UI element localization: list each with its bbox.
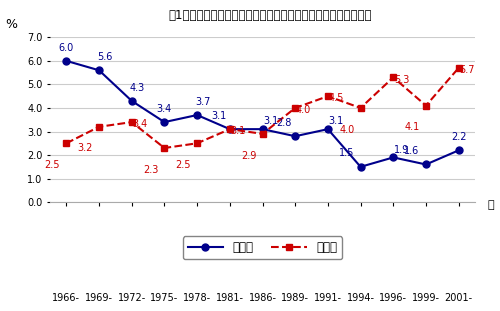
Text: 3.2: 3.2 (78, 143, 93, 153)
開業率 (227, 127, 233, 131)
Text: 1981-: 1981- (216, 293, 244, 303)
Text: 1.5: 1.5 (339, 148, 354, 159)
廃業率 (325, 94, 331, 98)
Text: 1996-: 1996- (380, 293, 407, 303)
Line: 開業率: 開業率 (63, 58, 462, 170)
Text: 3.1: 3.1 (230, 126, 246, 137)
廃業率 (162, 146, 168, 150)
Text: 1972-: 1972- (118, 293, 146, 303)
Text: 5.7: 5.7 (459, 65, 474, 75)
Text: 1969-: 1969- (85, 293, 113, 303)
開業率 (260, 127, 266, 131)
Text: %: % (6, 18, 18, 31)
Text: 1989-: 1989- (281, 293, 309, 303)
Text: 2.9: 2.9 (241, 151, 256, 160)
Legend: 開業率, 廃業率: 開業率, 廃業率 (183, 236, 342, 259)
開業率 (292, 134, 298, 138)
Text: 6.0: 6.0 (58, 43, 74, 53)
廃業率 (292, 106, 298, 110)
開業率 (128, 99, 134, 103)
Text: 1978-: 1978- (183, 293, 211, 303)
Text: 1975-: 1975- (150, 293, 178, 303)
開業率 (194, 113, 200, 117)
Line: 廃業率: 廃業率 (63, 64, 462, 151)
Text: 1966-: 1966- (52, 293, 80, 303)
Text: 1.9: 1.9 (394, 145, 409, 155)
Text: 2001-: 2001- (444, 293, 472, 303)
Text: 3.1: 3.1 (211, 111, 226, 121)
Text: 1991-: 1991- (314, 293, 342, 303)
開業率 (325, 127, 331, 131)
廃業率 (390, 76, 396, 79)
Text: 1.6: 1.6 (404, 146, 419, 156)
廃業率 (64, 142, 70, 145)
Text: 2.2: 2.2 (451, 132, 466, 142)
Text: 年: 年 (488, 201, 494, 211)
廃業率 (260, 132, 266, 136)
Text: 図1：製造業の開業率・廃業率の推移（事業所ベース、年平均）: 図1：製造業の開業率・廃業率の推移（事業所ベース、年平均） (168, 9, 372, 22)
Text: 4.0: 4.0 (296, 105, 311, 115)
Text: 4.1: 4.1 (404, 122, 419, 132)
Text: 5.6: 5.6 (97, 52, 112, 62)
開業率 (64, 59, 70, 63)
廃業率 (194, 142, 200, 145)
Text: 4.0: 4.0 (339, 125, 354, 135)
廃業率 (128, 120, 134, 124)
Text: 4.3: 4.3 (130, 82, 145, 93)
Text: 3.4: 3.4 (132, 119, 148, 129)
Text: 3.1: 3.1 (263, 116, 278, 126)
Text: 2.5: 2.5 (176, 160, 191, 170)
開業率 (162, 120, 168, 124)
開業率 (358, 165, 364, 169)
Text: 2.8: 2.8 (276, 118, 292, 128)
廃業率 (96, 125, 102, 129)
廃業率 (227, 127, 233, 131)
Text: 2.3: 2.3 (143, 165, 158, 175)
Text: 3.7: 3.7 (195, 97, 210, 107)
Text: 4.5: 4.5 (328, 93, 344, 104)
廃業率 (423, 104, 429, 108)
廃業率 (358, 106, 364, 110)
開業率 (456, 148, 462, 152)
Text: 1999-: 1999- (412, 293, 440, 303)
廃業率 (456, 66, 462, 70)
開業率 (96, 68, 102, 72)
Text: 1986-: 1986- (248, 293, 276, 303)
Text: 2.5: 2.5 (44, 160, 60, 170)
開業率 (390, 156, 396, 159)
Text: 1994-: 1994- (346, 293, 374, 303)
Text: 3.1: 3.1 (328, 116, 344, 126)
Text: 5.3: 5.3 (394, 75, 409, 85)
開業率 (423, 163, 429, 166)
Text: 3.4: 3.4 (157, 104, 172, 114)
